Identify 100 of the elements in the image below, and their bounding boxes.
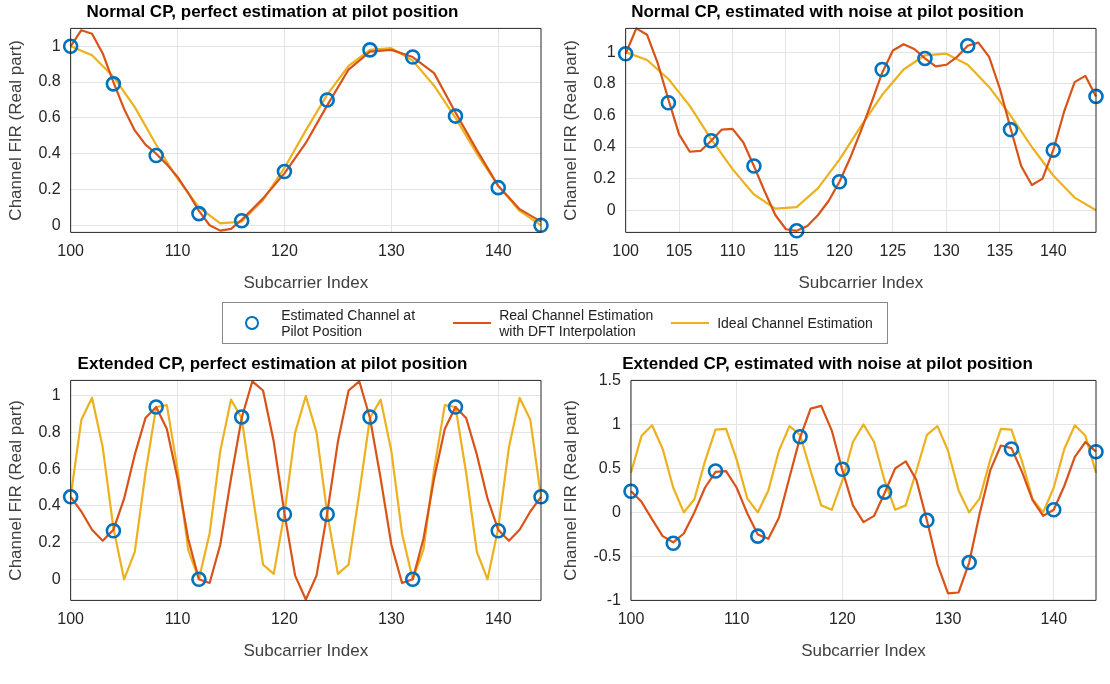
x-axis-title: Subcarrier Index <box>243 273 369 293</box>
point <box>105 522 122 539</box>
point <box>490 522 507 539</box>
point <box>233 212 250 229</box>
point <box>404 571 421 588</box>
chart-title: Extended CP, perfect estimation at pilot position <box>77 353 468 373</box>
x-tick-label: 135 <box>986 242 1014 260</box>
x-tick-label: 130 <box>377 610 405 628</box>
point <box>362 42 378 58</box>
point <box>660 94 677 111</box>
point <box>788 223 805 239</box>
x-axis-title: Subcarrier Index <box>243 641 369 661</box>
point <box>319 506 335 523</box>
point <box>792 428 808 445</box>
point <box>746 158 762 174</box>
point <box>148 147 164 164</box>
x-tick-label: 120 <box>829 610 856 628</box>
y-tick-label: 0.8 <box>593 74 616 92</box>
point <box>191 205 207 222</box>
point <box>105 76 122 92</box>
x-tick-label: 115 <box>773 242 799 260</box>
x-tick-label: 120 <box>271 610 298 628</box>
point <box>533 489 549 505</box>
x-tick-label: 140 <box>484 610 512 628</box>
point <box>617 45 634 62</box>
point <box>62 489 79 505</box>
x-tick-label: 125 <box>879 242 907 260</box>
point <box>62 38 79 55</box>
y-tick-label: 1 <box>51 36 61 54</box>
y-axis-title: Channel FIR (Real part) <box>5 40 25 221</box>
legend-label: Real Channel Estimation with DFT Interpolation <box>499 307 655 339</box>
point <box>874 61 890 78</box>
x-axis-title: Subcarrier Index <box>798 273 924 293</box>
point <box>834 461 851 478</box>
x-tick-label: 110 <box>164 610 191 628</box>
y-tick-label: 0.6 <box>38 459 61 477</box>
y-tick-label: 0.6 <box>593 105 616 123</box>
y-tick-label: 0 <box>612 502 622 520</box>
point <box>1002 121 1019 138</box>
point <box>1045 501 1062 518</box>
x-axis-title: Subcarrier Index <box>801 641 927 661</box>
y-tick-label: 0 <box>51 215 61 233</box>
x-tick-label: 100 <box>617 610 645 628</box>
y-axis-title: Channel FIR (Real part) <box>560 40 580 221</box>
legend-label: Estimated Channel at Pilot Position <box>281 307 417 339</box>
y-tick-label: 1.5 <box>598 370 622 388</box>
x-tick-label: 130 <box>934 610 962 628</box>
y-tick-label: 0.4 <box>38 144 61 162</box>
y-tick-label: 0.2 <box>593 169 616 187</box>
point <box>447 108 464 124</box>
x-tick-label: 120 <box>271 242 298 260</box>
point <box>490 179 507 196</box>
x-tick-label: 120 <box>826 242 853 260</box>
y-tick-label: 1 <box>612 414 622 432</box>
x-tick-label: 105 <box>665 242 693 260</box>
point <box>191 571 207 588</box>
point <box>1088 88 1104 105</box>
point <box>919 512 935 529</box>
point <box>665 535 682 551</box>
chart-title: Extended CP, estimated with noise at pilot position <box>622 353 1033 373</box>
point <box>876 484 893 500</box>
y-tick-label: 0.4 <box>38 496 61 514</box>
point <box>707 463 724 479</box>
legend-label: Ideal Channel Estimation <box>717 315 873 331</box>
x-tick-label: 130 <box>932 242 960 260</box>
x-tick-label: 140 <box>484 242 512 260</box>
y-tick-label: 0.4 <box>593 137 616 155</box>
point <box>447 399 464 415</box>
point <box>831 174 848 190</box>
point <box>750 528 766 544</box>
y-tick-label: -1 <box>606 590 622 608</box>
point <box>703 132 719 149</box>
y-tick-label: 0.2 <box>38 179 61 197</box>
y-tick-label: 0.5 <box>598 458 622 476</box>
y-tick-label: 1 <box>606 42 616 60</box>
y-tick-label: -0.5 <box>593 546 622 564</box>
point <box>917 50 933 67</box>
point <box>276 506 293 523</box>
point <box>233 409 250 425</box>
point <box>533 217 549 234</box>
point <box>362 409 378 425</box>
point <box>961 554 977 571</box>
y-tick-label: 0.8 <box>38 423 61 441</box>
chart-title: Normal CP, estimated with noise at pilot position <box>631 1 1024 21</box>
point <box>148 399 164 415</box>
x-tick-label: 110 <box>164 242 191 260</box>
y-tick-label: 0.6 <box>38 108 61 126</box>
y-tick-label: 0.2 <box>38 533 61 551</box>
x-tick-label: 100 <box>612 242 640 260</box>
y-tick-label: 0 <box>606 200 616 218</box>
x-tick-label: 140 <box>1040 610 1068 628</box>
point <box>1088 443 1104 460</box>
x-tick-label: 100 <box>57 610 85 628</box>
y-tick-label: 1 <box>51 386 61 404</box>
x-tick-label: 110 <box>723 610 750 628</box>
point <box>276 163 293 180</box>
chart-title: Normal CP, perfect estimation at pilot position <box>86 1 459 21</box>
point <box>319 92 335 108</box>
point <box>623 483 639 500</box>
y-tick-label: 0.8 <box>38 72 61 90</box>
